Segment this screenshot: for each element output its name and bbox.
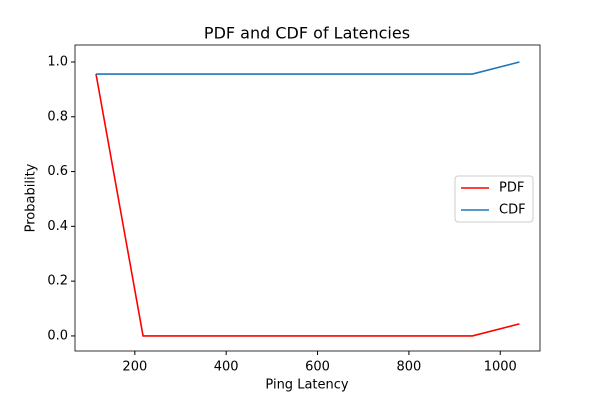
y-tick-label: 0.4 xyxy=(47,219,68,234)
y-tick-label: 1.0 xyxy=(47,54,68,69)
data-line xyxy=(96,61,520,75)
y-tick-label: 0.6 xyxy=(47,164,68,179)
y-tick-label: 0.8 xyxy=(47,109,68,124)
y-tick-label: 0.0 xyxy=(47,328,68,343)
data-line xyxy=(95,73,520,337)
x-tick-label: 800 xyxy=(396,360,421,375)
x-tick-label: 1000 xyxy=(484,360,517,375)
chart-title: PDF and CDF of Latencies xyxy=(204,24,410,43)
y-axis-label: Probability xyxy=(24,163,39,232)
x-axis-label: Ping Latency xyxy=(265,378,348,393)
x-tick-label: 400 xyxy=(214,360,239,375)
legend-label: PDF xyxy=(499,181,524,196)
axes-frame xyxy=(74,44,541,352)
y-tick-label: 0.2 xyxy=(47,274,68,289)
x-tick-label: 600 xyxy=(305,360,330,375)
x-tick-label: 200 xyxy=(122,360,147,375)
legend-label: CDF xyxy=(499,203,526,218)
